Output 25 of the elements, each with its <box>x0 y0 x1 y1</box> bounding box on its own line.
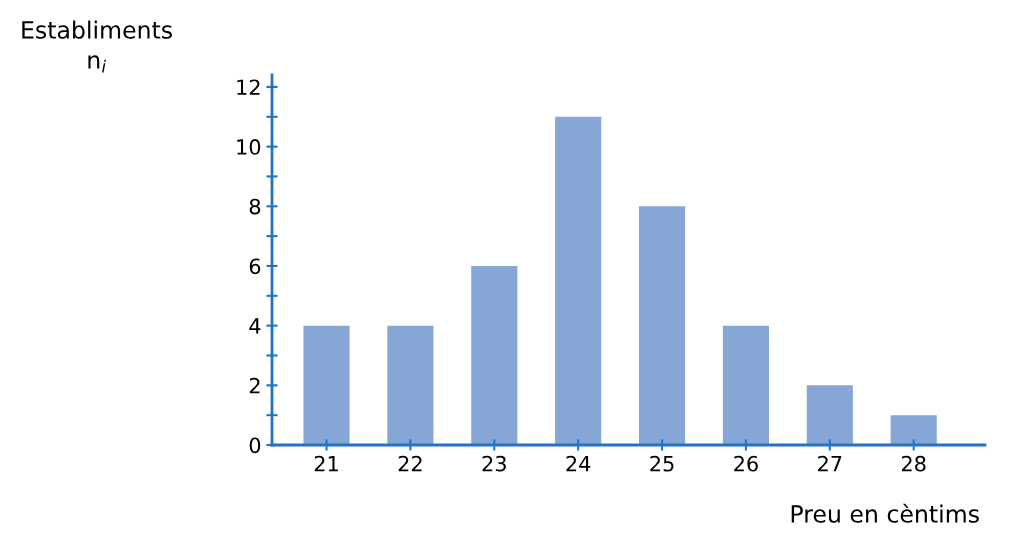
bar <box>638 206 686 445</box>
y-tick-label: 12 <box>237 79 260 95</box>
x-tick-label: 22 <box>398 455 422 472</box>
x-tick-label: 25 <box>650 455 674 472</box>
bar <box>471 265 518 445</box>
bar <box>387 325 434 445</box>
y-axis-title: Establiments n$_{i}$ <box>22 20 172 73</box>
y-tick-label: 4 <box>249 318 261 334</box>
bar <box>806 385 853 445</box>
y-tick-label: 6 <box>249 258 261 275</box>
x-tick-label: 23 <box>482 455 506 472</box>
x-tick-label: 26 <box>734 455 758 472</box>
y-tick-label: 10 <box>237 139 261 155</box>
x-axis-title: Preu en cèntims <box>791 503 979 523</box>
x-tick-label: 27 <box>818 455 842 472</box>
y-tick-label: 0 <box>249 437 261 454</box>
bar <box>303 325 350 445</box>
bar <box>722 325 769 445</box>
y-tick-label: 2 <box>249 377 260 394</box>
x-tick-label: 21 <box>314 455 338 472</box>
bar <box>890 415 937 445</box>
x-tick-label: 28 <box>901 455 926 472</box>
bar <box>555 116 602 445</box>
x-tick-label: 24 <box>566 455 591 472</box>
y-tick-label: 8 <box>249 198 261 215</box>
